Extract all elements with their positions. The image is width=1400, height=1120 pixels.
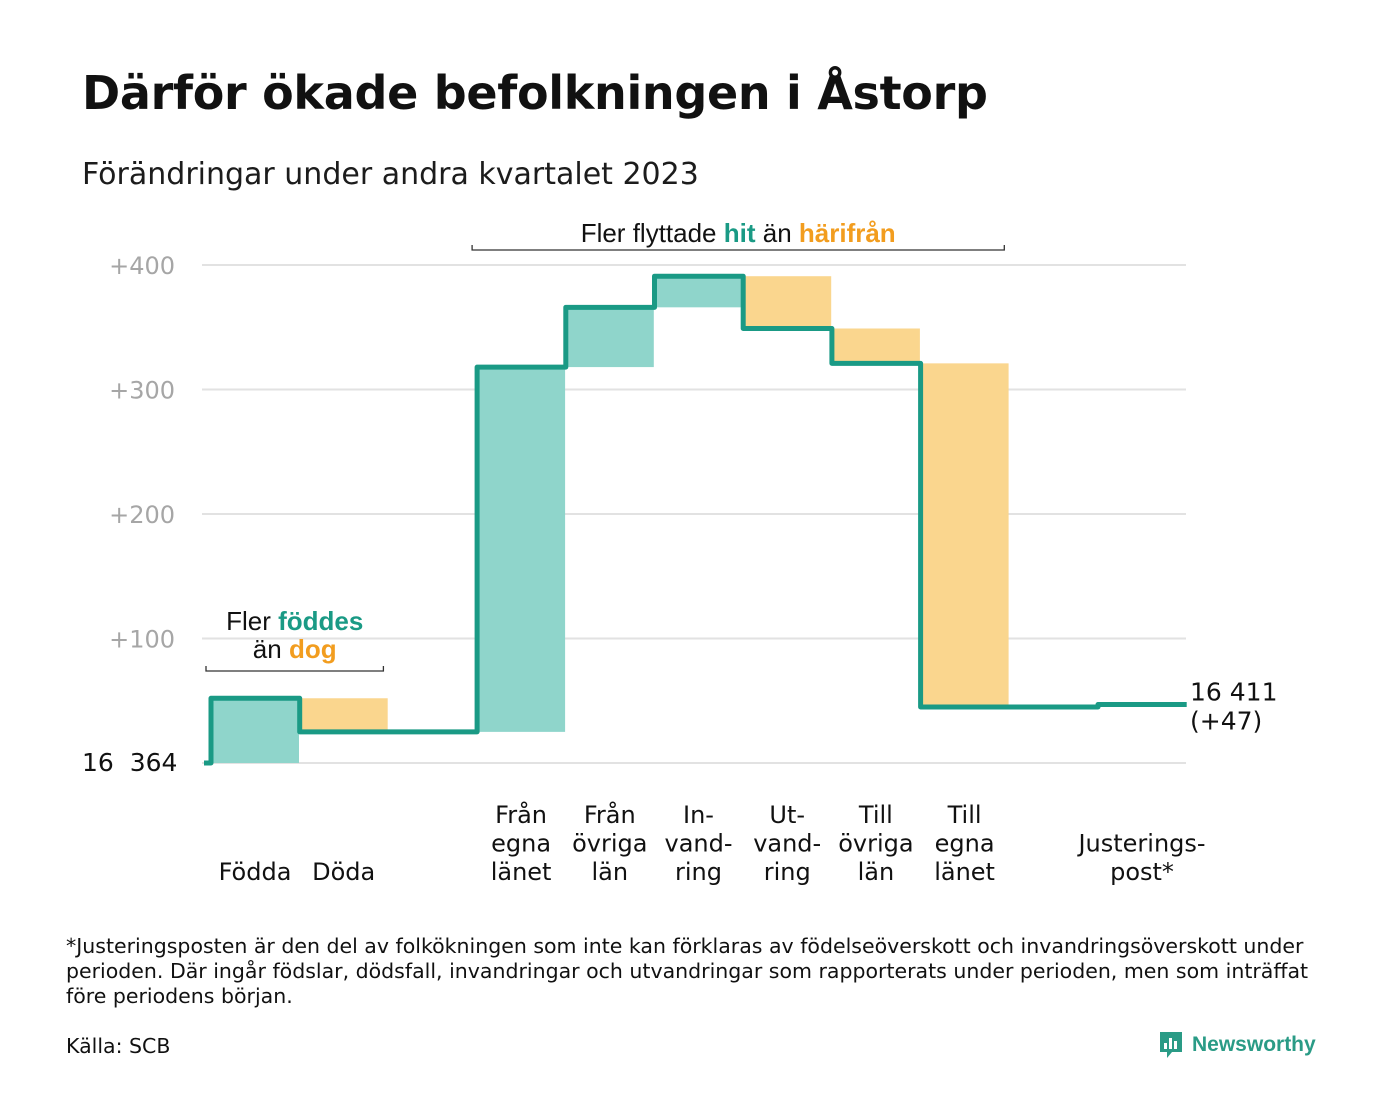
bar-step-4 <box>565 307 654 368</box>
bars <box>211 276 1186 763</box>
cumulative-step-line <box>204 273 1187 766</box>
category-label: egna <box>491 830 551 858</box>
bar-step-0 <box>211 698 299 763</box>
bar-step-7 <box>831 328 920 364</box>
bar-step-8 <box>920 363 1009 707</box>
category-label: ring <box>764 858 811 886</box>
annotation-plain-text: än <box>756 218 799 248</box>
bar-step-1 <box>299 698 388 732</box>
category-label: Från <box>584 800 636 829</box>
annotation-text: Fler flyttade hit än härifrån <box>581 218 896 248</box>
category-label: egna <box>935 830 995 858</box>
annotation-teal-text: hit <box>724 218 756 248</box>
chart-subtitle: Förändringar under andra kvartalet 2023 <box>82 157 699 192</box>
annotation-teal-text: föddes <box>278 606 363 636</box>
footnote: *Justeringsposten är den del av folkökni… <box>66 934 1309 1008</box>
bar-step-3 <box>477 367 566 732</box>
category-label: län <box>592 858 629 886</box>
category-label: post* <box>1110 858 1174 886</box>
category-label: övriga <box>838 830 913 858</box>
annotation-plain-text: Fler <box>226 606 278 636</box>
category-label: länet <box>934 858 995 886</box>
y-tick-label: +100 <box>109 626 175 654</box>
annotation-orange-text: härifrån <box>799 218 896 248</box>
annotation-plain-text: än <box>253 634 289 664</box>
category-label: län <box>858 858 895 886</box>
annotation-bracket <box>205 666 385 672</box>
bar-step-6 <box>743 276 832 329</box>
bar-step-5 <box>654 276 743 308</box>
category-label: Till <box>858 801 893 829</box>
brand[interactable]: Newsworthy <box>1158 1028 1316 1062</box>
chart-title: Därför ökade befolkningen i Åstorp <box>82 66 988 120</box>
end-value-label: (+47) <box>1190 706 1262 735</box>
grid-lines <box>202 264 1186 764</box>
category-label: Födda <box>219 858 292 886</box>
brand-name: Newsworthy <box>1192 1033 1316 1056</box>
annotation-plain-text: Fler flyttade <box>581 218 724 248</box>
category-label: vand- <box>753 830 821 858</box>
annotation-text: än dog <box>253 634 337 664</box>
category-label: länet <box>491 858 552 886</box>
y-tick-label: +300 <box>109 377 175 405</box>
source-note: Källa: SCB <box>66 1034 171 1058</box>
category-label: Justerings- <box>1076 830 1205 858</box>
category-label: ring <box>675 858 722 886</box>
start-value-label: 16 364 <box>82 748 177 777</box>
annotation-bracket <box>471 245 1005 251</box>
y-tick-label: +200 <box>109 501 175 529</box>
category-label: vand- <box>664 830 732 858</box>
annotation-orange-text: dog <box>289 634 337 664</box>
category-label: Döda <box>312 858 375 886</box>
category-label: Från <box>495 800 547 829</box>
category-label: övriga <box>572 830 647 858</box>
y-tick-label: +400 <box>109 252 175 280</box>
annotation-text: Fler föddes <box>226 606 363 636</box>
end-value-label: 16 411 <box>1190 677 1277 706</box>
category-label: Till <box>947 801 982 829</box>
newsworthy-logo-icon <box>1160 1032 1182 1058</box>
cumulative-line <box>204 273 1187 766</box>
category-label: In- <box>683 801 714 829</box>
category-label: Ut- <box>769 801 805 829</box>
